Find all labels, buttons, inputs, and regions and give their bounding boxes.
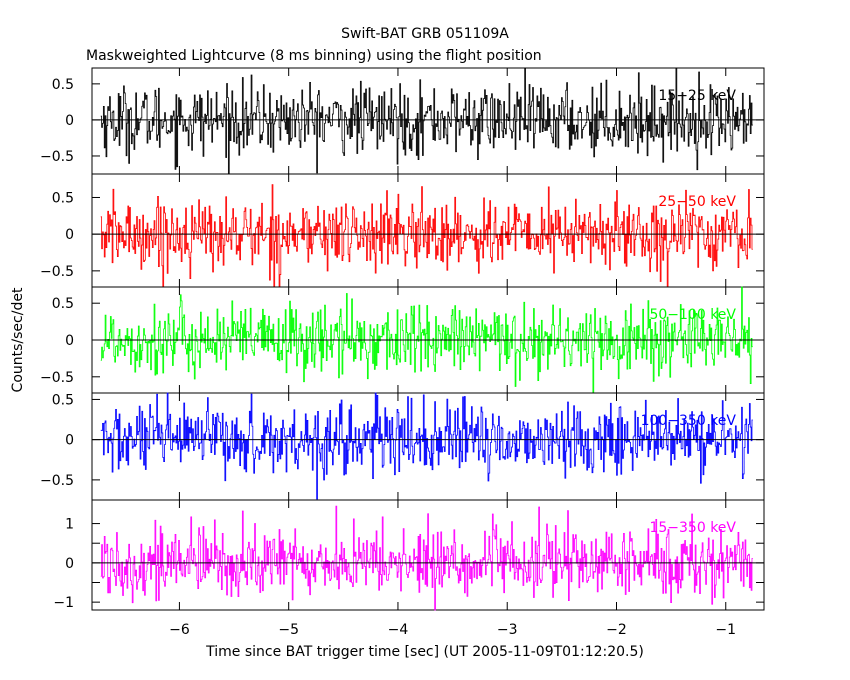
x-tick-label: −5 [278,622,299,638]
x-tick-label: −4 [388,622,409,638]
y-axis-label: Counts/sec/det [10,287,26,392]
x-axis-ticks: −6 −5 −4 −3 −2 −1 [169,622,736,638]
series-line [100,505,753,611]
series-line [100,286,753,394]
y-tick-label: 1 [65,517,74,533]
y-tick-label: −1 [53,595,74,611]
x-tick-label: −6 [169,622,190,638]
panel-15-350-kev: 1 0 −1 15−350 keV [53,499,765,611]
x-tick-label: −3 [497,622,518,638]
chart-title: Swift-BAT GRB 051109A [341,26,509,42]
y-tick-label: −0.5 [40,149,74,165]
y-tick-label: 0 [65,333,74,349]
panel-50-100-kev: 0.5 0 −0.5 50−100 keV [40,286,765,394]
y-tick-label: 0 [65,113,74,129]
x-tick-label: −2 [606,622,627,638]
band-label: 100−350 keV [641,413,737,429]
y-tick-label: −0.5 [40,264,74,280]
series-line [100,392,753,500]
panel-frame [91,499,765,611]
band-label: 15−25 keV [658,88,736,104]
y-tick-label: 0.5 [52,77,74,93]
y-tick-label: 0 [65,433,74,449]
y-tick-label: 0 [65,227,74,243]
band-label: 50−100 keV [649,307,736,323]
y-tick-label: −0.5 [40,370,74,386]
x-axis-label: Time since BAT trigger time [sec] (UT 20… [205,644,644,660]
panel-25-50-kev: 0.5 0 −0.5 25−50 keV [40,173,765,288]
y-tick-label: 0.5 [52,392,74,408]
y-tick-label: −0.5 [40,473,74,489]
panel-100-350-kev: 0.5 0 −0.5 100−350 keV [40,392,765,501]
band-label: 25−50 keV [658,194,736,210]
chart-subtitle: Maskweighted Lightcurve (8 ms binning) u… [86,48,542,64]
y-tick-label: 0.5 [52,190,74,206]
y-tick-label: 0 [65,556,74,572]
x-tick-label: −1 [715,622,736,638]
panels: 0.5 0 −0.5 15−25 keV 0.5 0 −0.5 25−50 keV 0.5 0 −0… [40,67,765,611]
series-line [100,184,753,288]
series-line [100,67,753,175]
y-tick-label: 0.5 [52,296,74,312]
panel-15-25-kev: 0.5 0 −0.5 15−25 keV [40,67,765,175]
band-label: 15−350 keV [649,520,736,536]
